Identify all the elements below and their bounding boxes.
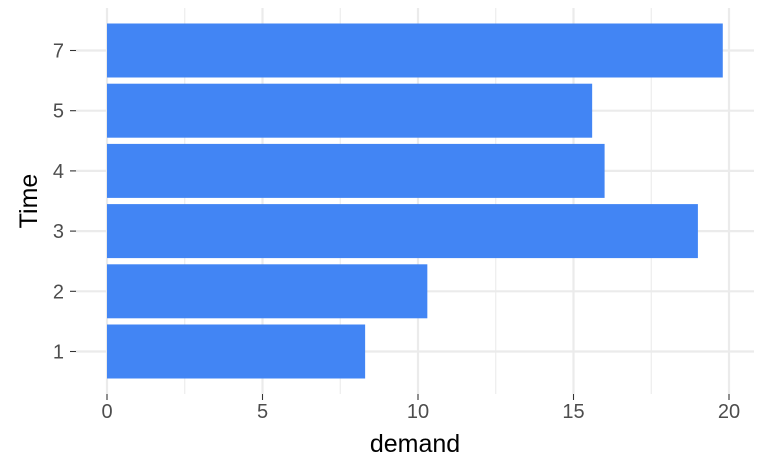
bar-4 [107,144,605,198]
x-axis: 0 5 10 15 20 [101,394,740,423]
y-tick-label-3: 3 [53,221,64,243]
bars [107,24,723,379]
y-tick-label-1: 1 [53,342,64,364]
bar-7 [107,24,723,78]
x-tick-label-5: 5 [257,401,268,423]
y-tick-label-4: 4 [53,161,64,183]
bar-1 [107,325,365,379]
y-axis: 1 2 3 4 5 7 [53,41,76,364]
x-tick-label-10: 10 [407,401,429,423]
x-tick-label-15: 15 [562,401,584,423]
bar-3 [107,204,698,258]
x-tick-label-0: 0 [101,401,112,423]
y-axis-title: Time [15,174,43,229]
y-tick-label-2: 2 [53,281,64,303]
bar-2 [107,264,427,318]
bar-5 [107,84,592,138]
x-axis-title: demand [370,430,460,458]
y-tick-label-5: 5 [53,101,64,123]
x-tick-label-20: 20 [718,401,740,423]
y-tick-label-7: 7 [53,41,64,63]
